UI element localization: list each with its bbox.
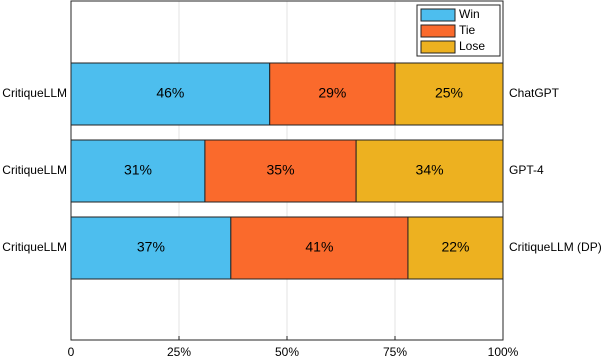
- bar-segment: [70, 139, 206, 203]
- right-label: GPT-4: [509, 163, 544, 177]
- bar-segment: [355, 139, 504, 203]
- legend-swatch: [420, 40, 456, 54]
- legend-label: Win: [459, 7, 480, 21]
- value-label: 37%: [137, 239, 165, 255]
- value-label: 46%: [156, 85, 184, 101]
- axes-box: [70, 0, 504, 341]
- value-label: 29%: [318, 85, 346, 101]
- value-label: 22%: [441, 239, 469, 255]
- x-tick-label: 25%: [167, 345, 191, 358]
- legend-label: Tie: [459, 23, 476, 37]
- x-tick-label: 0: [68, 345, 75, 358]
- bar-segment: [204, 139, 357, 203]
- right-label: ChatGPT: [509, 86, 560, 100]
- bar-segment: [407, 216, 504, 280]
- bar-segment: [70, 216, 232, 280]
- bar-segment: [70, 62, 271, 126]
- value-label: 34%: [416, 162, 444, 178]
- legend-label: Lose: [459, 39, 485, 53]
- bar-segment: [394, 62, 504, 126]
- value-label: 35%: [267, 162, 295, 178]
- legend-swatch: [420, 8, 456, 22]
- x-tick-label: 75%: [383, 345, 407, 358]
- value-label: 25%: [435, 85, 463, 101]
- value-label: 41%: [305, 239, 333, 255]
- legend-swatch: [420, 24, 456, 38]
- y-tick-label: CritiqueLLM: [2, 86, 67, 100]
- value-label: 31%: [124, 162, 152, 178]
- y-tick-label: CritiqueLLM: [2, 240, 67, 254]
- bar-segment: [269, 62, 396, 126]
- x-tick-label: 100%: [488, 345, 519, 358]
- right-label: CritiqueLLM (DP): [509, 240, 602, 254]
- x-tick-label: 50%: [275, 345, 299, 358]
- y-tick-label: CritiqueLLM: [2, 163, 67, 177]
